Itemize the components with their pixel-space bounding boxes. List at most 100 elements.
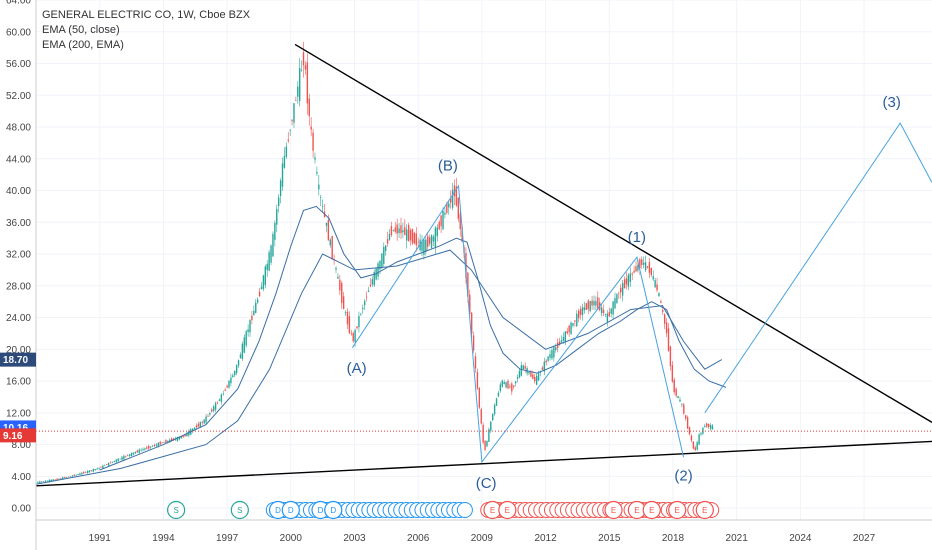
candle-body	[656, 284, 658, 291]
candle-body	[104, 465, 106, 467]
candle-body	[623, 279, 626, 289]
candle-body	[205, 416, 207, 423]
candle-body	[595, 301, 597, 306]
event-marker	[167, 500, 186, 520]
candle-body	[707, 423, 710, 427]
wave-label: (1)	[628, 229, 646, 246]
candle-body	[406, 229, 408, 241]
y-tick-label: 16.00	[6, 377, 31, 388]
candle-body	[587, 300, 589, 310]
candle-body	[646, 266, 649, 268]
candle-body	[102, 465, 104, 468]
candle-body	[667, 328, 670, 351]
candle-body	[37, 481, 39, 483]
candle-body	[293, 103, 295, 123]
candle-body	[631, 273, 633, 275]
candle-body	[107, 462, 110, 466]
candle-body	[409, 230, 412, 241]
candle-body	[469, 294, 471, 314]
candle-body	[444, 212, 446, 215]
candle-body	[134, 452, 137, 454]
event-marker-label: E	[675, 506, 680, 515]
event-marker-label: S	[173, 506, 178, 515]
candle-body	[169, 439, 171, 443]
candle-body	[369, 284, 372, 287]
candle-body	[671, 365, 674, 382]
candle-body	[644, 262, 647, 271]
candle-body	[314, 157, 316, 160]
candle-body	[63, 477, 66, 478]
candle-body	[224, 389, 226, 391]
candle-body	[566, 331, 568, 334]
x-tick-label: 2018	[662, 533, 685, 544]
candle-body	[425, 239, 427, 253]
candle-body	[247, 329, 249, 333]
wave-label: (B)	[438, 158, 458, 175]
candle-body	[373, 271, 375, 286]
y-tick-label: 0.00	[12, 504, 32, 515]
candle-body	[213, 406, 215, 411]
event-marker-label: D	[318, 506, 324, 515]
candle-body	[390, 226, 393, 235]
candle-body	[178, 436, 181, 440]
wave-label: (2)	[674, 467, 692, 484]
candle-body	[654, 280, 656, 288]
candle-body	[365, 296, 368, 298]
event-marker-label: E	[505, 506, 510, 515]
candle-body	[562, 336, 565, 341]
candle-body	[111, 461, 114, 463]
candle-body	[163, 442, 165, 443]
candle-body	[312, 132, 314, 151]
candle-body	[404, 227, 406, 236]
candle-body	[79, 473, 81, 475]
candle-body	[625, 278, 628, 285]
candle-body	[606, 313, 609, 322]
candle-body	[658, 293, 660, 297]
candle-body	[318, 184, 320, 190]
candle-body	[207, 415, 209, 417]
candle-body	[262, 275, 265, 289]
candle-body	[274, 222, 276, 240]
y-tick-label: 40.00	[6, 186, 31, 197]
candle-body	[299, 68, 301, 101]
candle-body	[167, 440, 169, 443]
candle-body	[616, 294, 618, 304]
candle-body	[440, 215, 442, 227]
candle-body	[144, 448, 146, 450]
candle-body	[41, 481, 43, 483]
candle-body	[289, 130, 291, 131]
candle-body	[352, 333, 354, 342]
candle-body	[478, 387, 481, 408]
candle-body	[381, 253, 383, 269]
y-tick-label: 28.00	[6, 281, 31, 292]
candle-body	[507, 380, 509, 389]
candle-body	[306, 62, 309, 104]
candle-body	[272, 233, 274, 257]
candle-body	[537, 373, 540, 381]
x-tick-label: 2000	[280, 533, 303, 544]
candle-body	[484, 440, 486, 450]
candle-body	[316, 171, 318, 174]
candle-body	[472, 335, 475, 351]
candle-body	[130, 452, 133, 457]
candle-body	[341, 282, 343, 303]
event-marker	[668, 500, 687, 520]
candle-body	[602, 309, 605, 314]
candle-body	[505, 382, 507, 388]
candle-body	[249, 319, 251, 333]
candle-body	[88, 470, 91, 473]
candle-body	[234, 370, 236, 376]
candle-body	[342, 296, 345, 310]
candle-body	[492, 413, 494, 421]
candle-body	[570, 322, 572, 335]
x-tick-label: 2009	[471, 533, 494, 544]
candle-body	[132, 452, 135, 455]
candle-body	[243, 337, 245, 353]
candle-body	[39, 481, 41, 483]
candle-body	[555, 347, 557, 351]
candle-body	[50, 479, 52, 482]
candle-body	[379, 260, 381, 270]
y-tick-label: 56.00	[6, 59, 31, 70]
